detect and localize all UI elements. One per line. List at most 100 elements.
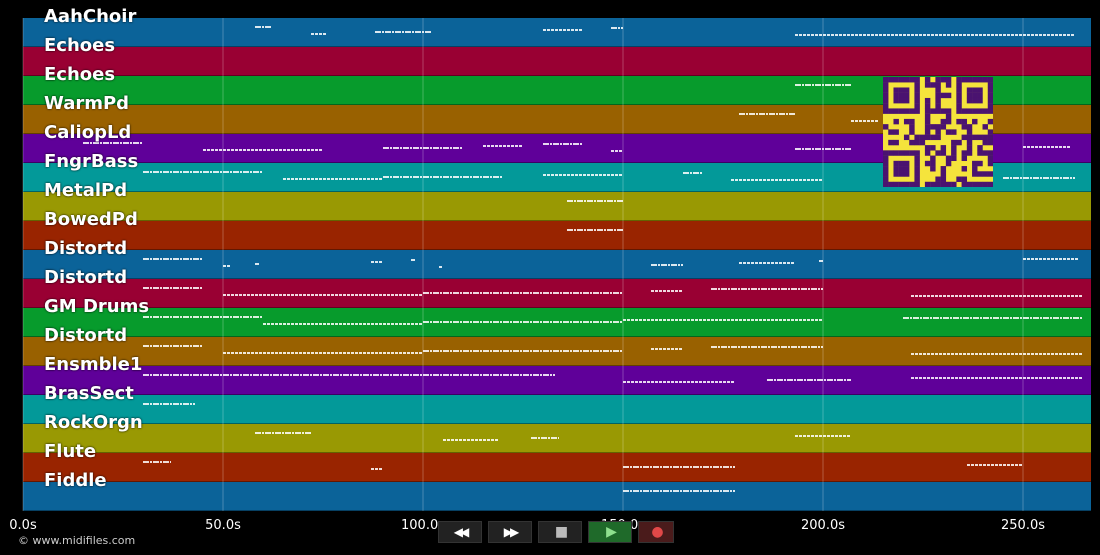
qr-module — [883, 181, 889, 188]
qr-module — [903, 166, 910, 172]
qr-module — [898, 166, 905, 172]
track-label: Fiddle — [44, 470, 107, 491]
qr-module — [893, 129, 899, 135]
qr-module — [977, 160, 983, 167]
qr-module — [914, 87, 920, 93]
track-label: Distortd — [44, 238, 128, 259]
qr-module — [919, 134, 926, 141]
qr-module — [961, 176, 968, 182]
qr-module — [956, 103, 962, 109]
qr-module — [945, 129, 952, 135]
qr-module — [883, 176, 889, 182]
qr-module — [956, 139, 962, 146]
qr-module — [940, 92, 947, 99]
qr-module — [898, 87, 905, 93]
qr-module — [982, 134, 988, 141]
time-tick-label: 100.0s — [401, 518, 445, 533]
qr-module — [935, 124, 941, 130]
qr-module — [945, 113, 952, 120]
track-separator — [23, 220, 1091, 221]
qr-module — [987, 103, 994, 109]
time-tick-label: 250.0s — [1001, 518, 1045, 533]
track-band — [23, 366, 1091, 395]
qr-module — [961, 155, 968, 162]
qr-module — [977, 134, 983, 141]
qr-module — [924, 118, 931, 125]
qr-code-icon — [883, 77, 994, 188]
track-label: Ensmble1 — [44, 354, 143, 375]
qr-module — [961, 77, 968, 83]
qr-module — [956, 82, 962, 88]
qr-module — [914, 139, 920, 146]
qr-module — [914, 155, 920, 162]
play-button[interactable]: ▶ — [588, 521, 632, 543]
track-separator — [23, 133, 1091, 134]
qr-module — [966, 87, 973, 93]
qr-module — [940, 145, 947, 151]
qr-module — [930, 166, 936, 172]
qr-module — [940, 171, 947, 177]
track-band — [23, 395, 1091, 424]
qr-module — [982, 77, 988, 83]
track-label: BrasSect — [44, 383, 134, 404]
qr-module — [883, 155, 889, 162]
qr-module — [924, 103, 931, 109]
qr-module — [940, 118, 947, 125]
qr-module — [982, 139, 988, 146]
qr-module — [898, 97, 905, 104]
qr-module — [883, 87, 889, 93]
qr-module — [935, 176, 941, 182]
record-button[interactable]: ● — [638, 521, 674, 543]
qr-module — [924, 108, 931, 114]
qr-module — [951, 129, 957, 135]
qr-module — [893, 118, 899, 125]
qr-module — [982, 171, 988, 177]
qr-module — [977, 92, 983, 99]
qr-module — [893, 150, 899, 156]
qr-module — [903, 108, 910, 114]
fast-forward-icon: ▶▶ — [503, 525, 520, 539]
stop-icon: ■ — [554, 524, 568, 540]
copyright-text: © www.midifiles.com — [18, 534, 136, 547]
qr-module — [945, 160, 952, 167]
qr-module — [888, 150, 894, 156]
qr-module — [903, 87, 910, 93]
qr-module — [883, 103, 889, 109]
track-band — [23, 18, 1091, 47]
qr-module — [914, 103, 920, 109]
qr-module — [893, 181, 899, 188]
qr-module — [883, 92, 889, 99]
qr-module — [951, 145, 957, 151]
qr-module — [961, 181, 968, 188]
qr-module — [956, 92, 962, 99]
qr-module — [898, 160, 905, 167]
qr-module — [893, 97, 899, 104]
qr-module — [966, 97, 973, 104]
qr-module — [935, 92, 941, 99]
qr-module — [966, 181, 973, 188]
qr-module — [956, 118, 962, 125]
time-tick-label: 50.0s — [205, 518, 241, 533]
qr-module — [935, 103, 941, 109]
note-events — [83, 26, 1083, 492]
qr-module — [903, 118, 910, 125]
track-label: MetalPd — [44, 180, 128, 201]
qr-module — [914, 181, 920, 188]
track-label: CaliopLd — [44, 122, 132, 143]
qr-module — [935, 77, 941, 83]
qr-module — [972, 92, 978, 99]
track-separator — [23, 336, 1091, 337]
qr-module — [972, 77, 978, 83]
qr-module — [951, 139, 957, 146]
qr-module — [977, 108, 983, 114]
qr-module — [924, 77, 931, 83]
stop-button[interactable]: ■ — [538, 521, 582, 543]
qr-module — [924, 181, 931, 188]
track-separator — [23, 162, 1091, 163]
qr-module — [930, 108, 936, 114]
qr-module — [914, 150, 920, 156]
track-separator — [23, 365, 1091, 366]
fast-forward-button[interactable]: ▶▶ — [488, 521, 532, 543]
qr-module — [972, 166, 978, 172]
rewind-button[interactable]: ◀◀ — [438, 521, 482, 543]
